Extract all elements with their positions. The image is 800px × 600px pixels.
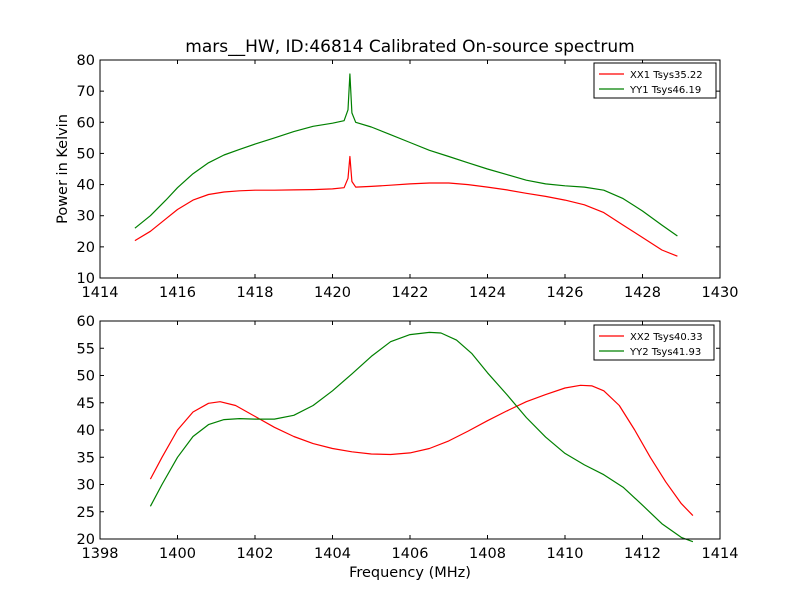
y-tick-label: 35 [77,450,95,466]
y-tick-label: 30 [77,478,95,494]
x-tick-label: 1412 [624,546,661,562]
x-tick-label: 1426 [547,285,584,301]
y-tick-label: 10 [77,271,95,287]
x-tick-label: 1410 [547,546,584,562]
legend-label-1: XX2 Tsys40.33 [630,332,703,343]
x-tick-label: 1404 [314,546,351,562]
y-tick-label: 60 [77,314,95,330]
x-axis-label: Frequency (MHz) [349,565,471,581]
y-tick-label: 40 [77,423,95,439]
y-tick-label: 40 [77,178,95,194]
x-tick-label: 1414 [702,546,739,562]
x-tick-label: 1428 [624,285,661,301]
y-tick-label: 80 [77,53,95,69]
x-tick-label: 1408 [469,546,506,562]
y-tick-label: 55 [77,341,95,357]
y-tick-label: 50 [77,369,95,385]
x-tick-label: 1400 [159,546,196,562]
y-axis-label: Power in Kelvin [55,114,71,224]
series-line-2 [149,331,694,543]
y-tick-label: 20 [77,532,95,548]
y-tick-label: 20 [77,240,95,256]
top-panel: 1414 1416 1418 1420 1422 1424 1426 1428 1430 10 20… [55,53,738,301]
legend-box [593,324,715,361]
chart-title: mars__HW, ID:46814 Calibrated On-source … [185,37,634,57]
y-tick-label: 70 [77,84,95,100]
legend: XX2 Tsys40.33 YY2 Tsys41.93 [593,324,715,361]
x-tick-label: 1424 [469,285,506,301]
x-tick-label: 1416 [159,285,196,301]
legend-label-2: YY2 Tsys41.93 [629,347,701,358]
y-tick-label: 50 [77,146,95,162]
series-line-1 [134,155,678,257]
y-tick-label: 60 [77,115,95,131]
y-tick-label: 25 [77,505,95,521]
legend-label-2: YY1 Tsys46.19 [629,85,701,96]
legend-label-1: XX1 Tsys35.22 [630,70,703,81]
x-tick-label: 1422 [392,285,429,301]
x-tick-label: 1414 [82,285,119,301]
legend-box [593,62,717,99]
y-tick-label: 30 [77,209,95,225]
x-tick-label: 1402 [237,546,274,562]
y-tick-label: 45 [77,396,95,412]
series-line-2 [134,73,678,237]
x-tick-label: 1418 [237,285,274,301]
legend: XX1 Tsys35.22 YY1 Tsys46.19 [593,62,717,99]
x-tick-label: 1406 [392,546,429,562]
x-tick-label: 1430 [702,285,739,301]
bottom-panel: 1398 1400 1402 1404 1406 1408 1410 1412 1414 20 25… [77,314,739,581]
x-tick-label: 1398 [82,546,119,562]
series-line-1 [149,384,694,517]
x-tick-label: 1420 [314,285,351,301]
